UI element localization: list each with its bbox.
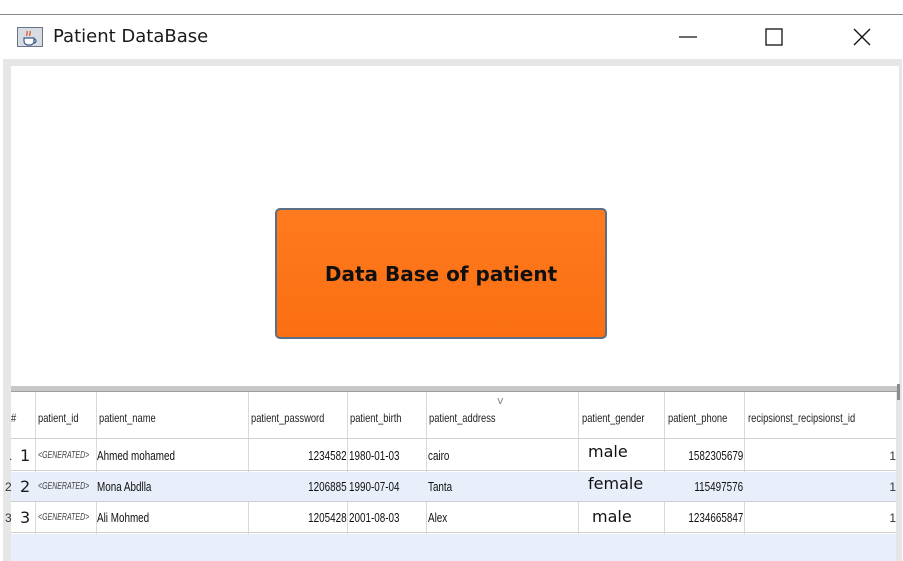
column-header-row-number[interactable]: # <box>11 411 17 425</box>
patient-database-button[interactable]: Data Base of patient <box>275 208 607 339</box>
column-header-patient-gender[interactable]: patient_gender <box>582 411 645 425</box>
column-header-patient-id[interactable]: patient_id <box>38 411 79 425</box>
patient-id-cell[interactable]: <GENERATED> <box>38 481 90 492</box>
table-row[interactable]: 3 3 <GENERATED> Ali Mohmed 1205428 2001-… <box>5 503 896 533</box>
patient-gender-cell[interactable]: male <box>592 507 632 526</box>
window-title: Patient DataBase <box>53 26 209 47</box>
table-row[interactable]: 2 2 <GENERATED> Mona Abdlla 1206885 1990… <box>5 472 896 502</box>
patient-address-cell[interactable]: Alex <box>428 510 448 525</box>
recipsionst-id-cell[interactable]: 1 <box>889 449 896 463</box>
java-cup-icon <box>17 27 43 47</box>
close-icon <box>853 28 871 46</box>
splitter-collapse-arrow[interactable]: v <box>497 394 504 407</box>
window-top-border <box>0 14 903 15</box>
recipsionst-id-cell[interactable]: 1 <box>889 480 896 494</box>
patient-birth-cell[interactable]: 2001-08-03 <box>349 510 400 525</box>
row-number: 3 <box>20 508 31 527</box>
table-row[interactable]: . 1 <GENERATED> Ahmed mohamed 1234582 19… <box>9 441 896 471</box>
patient-birth-cell[interactable]: 1990-07-04 <box>349 479 400 494</box>
recipsionst-id-cell[interactable]: 1 <box>889 511 896 525</box>
patient-phone-cell[interactable]: 1234665847 <box>688 510 743 525</box>
column-header-patient-address[interactable]: patient_address <box>429 411 496 425</box>
row-marker: . <box>9 449 13 463</box>
patient-password-cell[interactable]: 1234582 <box>308 448 347 463</box>
row-marker: 3 <box>5 511 12 525</box>
maximize-icon <box>765 28 783 46</box>
column-header-recipsionst-id[interactable]: recipsionst_recipsionst_id <box>748 411 856 425</box>
patient-table: v # patient_id patient_name patient_pass… <box>5 392 896 561</box>
minimize-button[interactable] <box>660 15 716 59</box>
patient-id-cell[interactable]: <GENERATED> <box>38 512 90 523</box>
column-header-patient-birth[interactable]: patient_birth <box>350 411 402 425</box>
patient-phone-cell[interactable]: 1582305679 <box>688 448 743 463</box>
header-divider <box>11 438 896 439</box>
minimize-icon <box>679 36 697 38</box>
column-header-patient-password[interactable]: patient_password <box>251 411 325 425</box>
row-marker: 2 <box>5 480 12 494</box>
close-button[interactable] <box>834 15 890 59</box>
row-number: 2 <box>20 477 31 496</box>
patient-phone-cell[interactable]: 115497576 <box>694 479 743 494</box>
patient-birth-cell[interactable]: 1980-01-03 <box>349 448 400 463</box>
patient-name-cell[interactable]: Mona Abdlla <box>97 479 152 494</box>
patient-gender-cell[interactable]: male <box>588 442 628 461</box>
patient-password-cell[interactable]: 1205428 <box>308 510 347 525</box>
row-number: 1 <box>20 446 31 465</box>
split-pane-divider[interactable] <box>11 386 899 392</box>
patient-name-cell[interactable]: Ali Mohmed <box>97 510 150 525</box>
scrollbar-thumb[interactable] <box>897 384 900 400</box>
title-bar[interactable]: Patient DataBase <box>0 15 903 59</box>
patient-address-cell[interactable]: Tanta <box>428 479 453 494</box>
patient-gender-cell[interactable]: female <box>588 474 644 493</box>
patient-name-cell[interactable]: Ahmed mohamed <box>97 448 175 463</box>
patient-password-cell[interactable]: 1206885 <box>308 479 347 494</box>
column-header-patient-phone[interactable]: patient_phone <box>668 411 728 425</box>
column-header-patient-name[interactable]: patient_name <box>99 411 156 425</box>
maximize-button[interactable] <box>746 15 802 59</box>
patient-id-cell[interactable]: <GENERATED> <box>38 450 90 461</box>
new-table-row[interactable] <box>11 534 896 561</box>
patient-address-cell[interactable]: cairo <box>428 448 450 463</box>
